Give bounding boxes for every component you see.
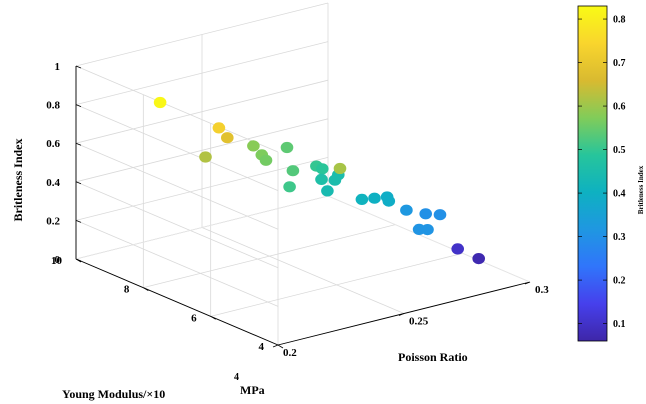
- data-point: [315, 173, 328, 185]
- box-edge: [327, 195, 531, 283]
- data-point: [283, 181, 296, 193]
- data-point: [316, 163, 329, 175]
- colorbar: 0.8 0.7 0.6 0.5 0.4 0.3 0.2 0.1 Britleness Inde…: [577, 5, 645, 342]
- left-wall-gridline-z: [75, 65, 279, 153]
- data-point: [286, 165, 300, 177]
- y-tick-label: 4: [259, 341, 265, 353]
- left-wall-gridline-z: [75, 142, 279, 230]
- y-axis-line: [75, 258, 279, 346]
- z-axis-label: Britleness Index: [11, 138, 25, 221]
- y-tick-mark: [277, 344, 284, 349]
- left-wall-gridline-z: [75, 220, 279, 307]
- y-tick-label: 8: [124, 284, 130, 296]
- colorbar-tick-label: 0.5: [613, 145, 626, 156]
- box-edge: [75, 195, 329, 260]
- back-wall-gridline-z: [75, 157, 329, 221]
- data-point: [421, 224, 434, 236]
- left-wall-gridline-z: [75, 104, 279, 191]
- z-tick-label: 0.2: [46, 215, 60, 227]
- back-wall-gridline-z: [75, 41, 329, 105]
- floor-gridline-y: [143, 224, 396, 289]
- x-tick-label: 0.2: [283, 347, 297, 359]
- x-tick-label: 0.25: [409, 316, 429, 328]
- y-tick-label: 6: [191, 312, 197, 324]
- tick-labels: 0.2 0.25 0.3 10 8 6 4 0 0.2 0.4 0.6 0.8 1: [46, 61, 549, 359]
- y-axis-label-unit: MPa: [240, 383, 265, 397]
- y-axis-label-text: Young Modulus/×10: [62, 387, 165, 401]
- y-tick-label: 10: [51, 255, 63, 267]
- y-axis-label: Young Modulus/×10: [62, 387, 165, 401]
- x-tick-mark: [272, 344, 279, 348]
- x-tick-mark: [524, 281, 531, 285]
- colorbar-ticks: 0.8 0.7 0.6 0.5 0.4 0.3 0.2 0.1: [578, 15, 626, 330]
- data-point: [355, 193, 369, 205]
- data-point: [328, 174, 342, 186]
- colorbar-title: Britleness Index: [637, 165, 645, 214]
- data-point: [472, 253, 486, 265]
- data-point: [382, 195, 396, 207]
- data-points: [153, 96, 486, 265]
- back-wall-gridline-z: [75, 2, 329, 67]
- floor-gridline-y: [210, 252, 463, 317]
- z-tick-mark: [75, 181, 82, 185]
- data-point: [400, 204, 413, 216]
- colorbar-tick-label: 0.7: [613, 58, 626, 69]
- data-point: [419, 208, 433, 220]
- data-point: [259, 154, 273, 166]
- z-tick-label: 0.8: [46, 100, 60, 112]
- y-tick-mark: [143, 287, 149, 292]
- data-point: [321, 185, 334, 197]
- x-axis-label: Poisson Ratio: [398, 350, 468, 364]
- colorbar-tick-label: 0.8: [613, 15, 626, 26]
- colorbar-tick-label: 0.2: [613, 276, 626, 287]
- colorbar-tick-label: 0.4: [613, 189, 626, 200]
- data-point: [153, 96, 167, 109]
- colorbar-gradient: [577, 5, 608, 342]
- y-tick-mark: [210, 315, 216, 320]
- y-axis-label-superscript: 4: [234, 372, 239, 383]
- colorbar-tick-label: 0.3: [613, 232, 626, 243]
- z-tick-label: 1: [55, 61, 61, 73]
- x-tick-mark: [398, 313, 405, 316]
- z-tick-mark: [75, 258, 82, 262]
- data-point: [247, 140, 260, 152]
- tick-marks: [75, 65, 531, 349]
- z-tick-mark: [75, 104, 82, 107]
- colorbar-tick-label: 0.1: [613, 319, 626, 330]
- data-point: [199, 151, 212, 163]
- z-tick-mark: [75, 220, 82, 223]
- data-point: [333, 162, 347, 175]
- data-point: [280, 141, 294, 154]
- z-tick-mark: [75, 65, 82, 69]
- back-wall-gridline-z: [75, 79, 329, 144]
- colorbar-tick-label: 0.6: [613, 102, 626, 113]
- data-point: [212, 122, 226, 134]
- z-tick-label: 0: [55, 254, 61, 266]
- x-tick-label: 0.3: [535, 284, 549, 296]
- back-wall-gridline-z: [75, 118, 329, 183]
- z-tick-label: 0.6: [46, 138, 60, 150]
- z-tick-mark: [75, 142, 82, 146]
- data-point: [433, 209, 447, 221]
- data-point: [368, 192, 381, 204]
- floor-gridline-x: [201, 227, 405, 314]
- z-tick-label: 0.4: [46, 177, 60, 189]
- data-point: [451, 243, 465, 255]
- left-wall-gridline-z: [75, 181, 279, 269]
- data-point: [221, 132, 234, 144]
